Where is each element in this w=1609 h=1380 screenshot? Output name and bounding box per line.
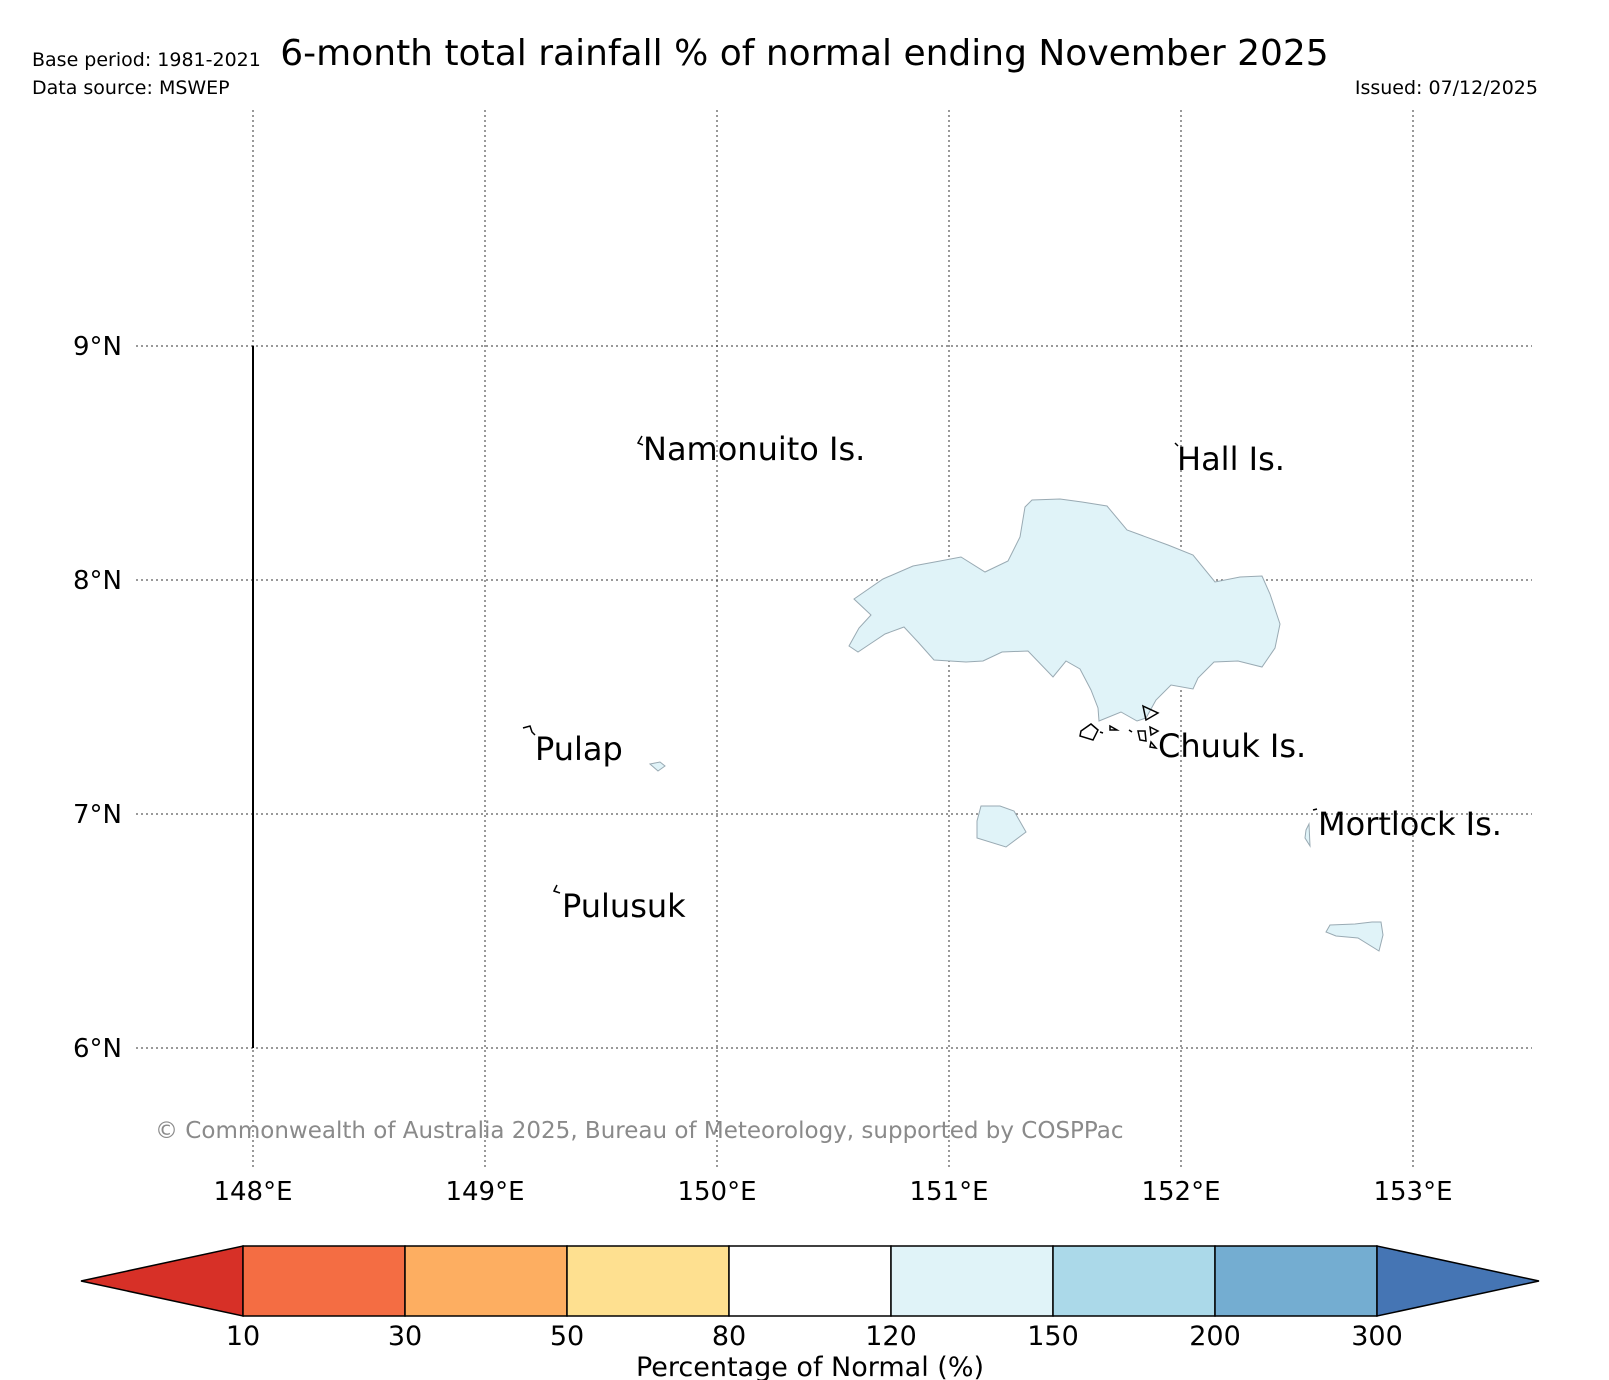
lon-label-153e: 153°E [1373,1177,1452,1207]
colorbar-extend-high [1376,1245,1540,1317]
lon-label-151e: 151°E [909,1177,988,1207]
colorbar-bin-50-80 [566,1245,730,1317]
colorbar-tick-300: 300 [1351,1321,1403,1352]
island-chuuk-lagoon-2 [1109,724,1120,731]
lon-label-152e: 152°E [1141,1177,1220,1207]
place-label-hall: Hall Is. [1177,440,1285,478]
island-chuuk-main [1141,704,1160,722]
rainfall-region-south [976,805,1027,848]
colorbar-label: Percentage of Normal (%) [636,1352,984,1380]
island-pulusuk [552,884,561,894]
colorbar-extend-low [80,1245,244,1317]
colorbar-tick-200: 200 [1189,1321,1241,1352]
island-mortlock [1312,808,1318,811]
place-label-pulap: Pulap [535,730,623,768]
copyright-notice: © Commonwealth of Australia 2025, Bureau… [155,1118,1124,1144]
island-chuuk-lagoon-3 [1137,730,1147,742]
lat-label-6n: 6°N [73,1034,122,1064]
colorbar-bin-10-30 [242,1245,406,1317]
colorbar-legend [80,1245,1540,1317]
map-title: 6-month total rainfall % of normal endin… [280,33,1329,74]
island-namonuito [636,435,644,446]
lon-label-150e: 150°E [677,1177,756,1207]
colorbar-tick-120: 120 [865,1321,917,1352]
base-period: Base period: 1981-2021 [32,49,261,71]
lon-label-149e: 149°E [445,1177,524,1207]
colorbar-tick-80: 80 [712,1321,746,1352]
lat-label-8n: 8°N [73,566,122,596]
colorbar-tick-50: 50 [550,1321,584,1352]
gridlines [136,110,1532,1170]
island-hall [1174,442,1179,447]
island-chuuk-lagoon-5 [1149,740,1158,750]
rainfall-region-mortlock-west [1304,822,1311,848]
colorbar-tick-30: 30 [388,1321,422,1352]
colorbar-bin-200-300 [1214,1245,1378,1317]
rainfall-region-southeast [1325,921,1384,952]
colorbar-tick-10: 10 [226,1321,260,1352]
data-source: Data source: MSWEP [32,77,230,99]
island-chuuk-lagoon-7 [1128,729,1133,733]
colorbar-bin-120-150 [890,1245,1054,1317]
rainfall-region-west-islet [648,761,666,772]
island-chuuk-lagoon-1 [1079,723,1099,741]
place-label-mortlock: Mortlock Is. [1318,805,1502,843]
place-label-namonuito: Namonuito Is. [643,430,865,468]
lat-label-7n: 7°N [73,800,122,830]
place-label-chuuk: Chuuk Is. [1158,727,1306,765]
lat-label-9n: 9°N [73,332,122,362]
island-pulap [522,725,536,736]
island-chuuk-lagoon-6 [1099,731,1104,734]
colorbar-bin-150-200 [1052,1245,1216,1317]
island-chuuk-lagoon-4 [1149,725,1160,737]
colorbar-tick-150: 150 [1027,1321,1079,1352]
place-label-pulusuk: Pulusuk [562,887,686,925]
colorbar-bin-80-120 [728,1245,892,1317]
lon-label-148e: 148°E [213,1177,292,1207]
rainfall-region-north [848,498,1281,722]
issued-date: Issued: 07/12/2025 [1354,77,1538,99]
colorbar-bin-30-50 [404,1245,568,1317]
